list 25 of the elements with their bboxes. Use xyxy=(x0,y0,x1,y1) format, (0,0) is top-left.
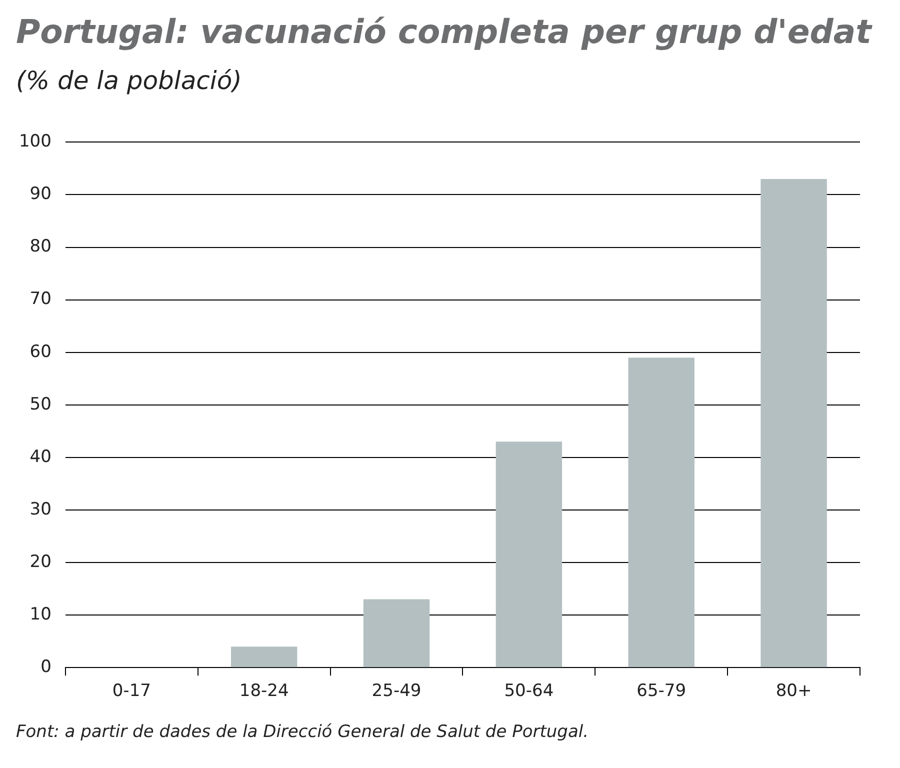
bar xyxy=(363,599,430,668)
chart-title: Portugal: vacunació completa per grup d'edat xyxy=(16,12,872,51)
text: Font: a partir de dades de la Direcció General de Salut de Portugal. xyxy=(16,722,589,742)
y-tick-label: 10 xyxy=(30,604,52,624)
x-tick-label: 18-24 xyxy=(239,681,289,702)
y-tick-label: 30 xyxy=(30,499,52,520)
bar xyxy=(230,646,298,668)
y-tick-label: 60 xyxy=(30,342,52,362)
bar xyxy=(496,442,562,668)
x-tick-label: 25-49 xyxy=(372,681,422,702)
y-tick-label: 90 xyxy=(30,184,52,204)
y-tick-label: 20 xyxy=(30,552,52,572)
y-tick-label: 0 xyxy=(40,657,52,678)
bar xyxy=(628,358,694,668)
x-tick-label: 50-64 xyxy=(504,681,554,702)
x-tick-label: 65-79 xyxy=(636,681,686,702)
chart-subtitle: (% de la població) xyxy=(16,66,242,95)
x-tick-label: 80+ xyxy=(776,681,812,702)
bar xyxy=(760,178,827,668)
x-tick-label: 0-17 xyxy=(112,681,151,702)
y-tick-label: 40 xyxy=(30,446,52,467)
y-tick-label: 70 xyxy=(30,289,52,310)
y-tick-label: 100 xyxy=(18,132,52,152)
y-tick-label: 50 xyxy=(30,394,52,414)
y-tick-label: 80 xyxy=(30,236,52,257)
